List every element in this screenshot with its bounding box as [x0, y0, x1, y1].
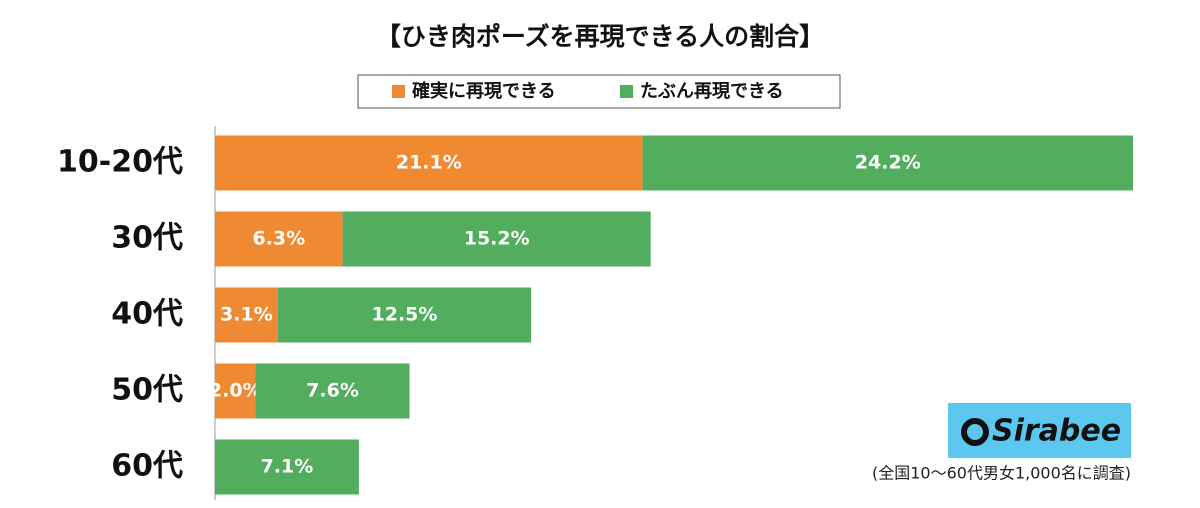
- category-label: 10-20代: [57, 145, 183, 180]
- bar-segment: [215, 211, 343, 267]
- bar-segment: [277, 287, 532, 343]
- logo-icon: [961, 418, 989, 446]
- bar-segment: [215, 287, 278, 343]
- value-label: 2.0%: [209, 380, 262, 402]
- bar-segment: [642, 135, 1133, 191]
- legend-swatch: [392, 85, 405, 98]
- value-label: 7.1%: [261, 456, 314, 478]
- bar-segment: [215, 135, 643, 191]
- value-label: 3.1%: [220, 304, 273, 326]
- legend-label: たぶん再現できる: [640, 81, 784, 102]
- value-label: 21.1%: [396, 152, 462, 174]
- value-label: 15.2%: [464, 228, 530, 250]
- value-label: 12.5%: [372, 304, 438, 326]
- bar-segment: [215, 363, 256, 419]
- bar-segment: [255, 363, 410, 419]
- legend-box: [357, 74, 841, 109]
- category-label: 50代: [111, 373, 183, 408]
- legend-label: 確実に再現できる: [412, 80, 556, 102]
- logo-box: [948, 403, 1131, 458]
- category-label: 30代: [111, 221, 183, 256]
- footnote: (全国10〜60代男女1,000名に調査): [872, 464, 1131, 483]
- category-label: 60代: [111, 449, 183, 484]
- category-label: 40代: [111, 297, 183, 332]
- value-label: 7.6%: [306, 380, 359, 402]
- value-label: 24.2%: [855, 152, 921, 174]
- value-label: 6.3%: [252, 228, 305, 250]
- bar-segment: [215, 439, 359, 495]
- logo-text: Sirabee: [992, 414, 1121, 449]
- chart-title: 【ひき肉ポーズを再現できる人の割合】: [376, 22, 824, 51]
- legend-swatch: [620, 85, 633, 98]
- bar-segment: [342, 211, 651, 267]
